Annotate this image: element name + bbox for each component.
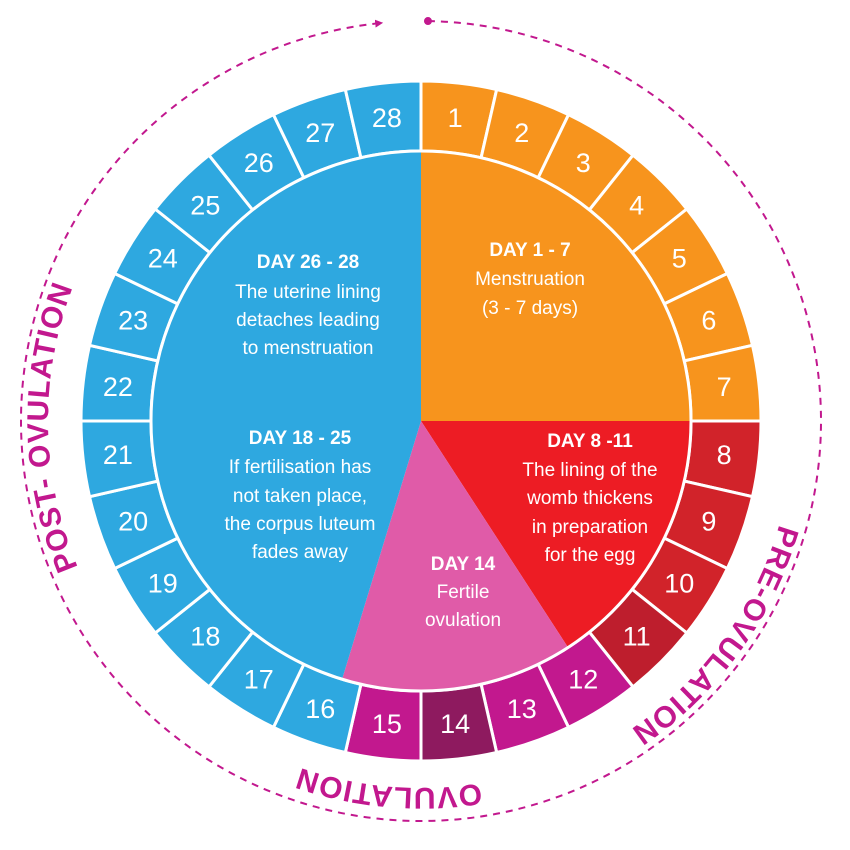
day-number: 12 (568, 664, 598, 694)
segment-line: womb thickens (526, 488, 653, 509)
segment-title: DAY 1 - 7 (489, 240, 570, 261)
segment-title: DAY 18 - 25 (249, 428, 352, 449)
segment-ovulation-text: DAY 14 Fertile ovulation (425, 554, 501, 631)
arc-start-dot (423, 17, 432, 26)
day-number: 3 (576, 148, 591, 178)
segment-title: DAY 26 - 28 (257, 252, 359, 273)
day-number: 24 (148, 244, 178, 274)
segment-post-ovulation-b-text: DAY 18 - 25 If fertilisation has not tak… (224, 428, 375, 563)
day-number: 18 (190, 622, 220, 652)
segment-line: for the egg (545, 545, 636, 566)
center-sectors (149, 149, 693, 693)
segment-line: detaches leading (236, 310, 380, 331)
sector-pre-ovulation (421, 421, 691, 648)
inner-rim (149, 149, 693, 693)
day-number: 7 (717, 372, 732, 402)
segment-line: ovulation (425, 610, 501, 631)
day-number: 21 (103, 440, 133, 470)
segment-pre-ovulation-text: DAY 8 -11 The lining of the womb thicken… (522, 431, 657, 566)
day-number: 8 (717, 440, 732, 470)
segment-title: DAY 14 (431, 554, 496, 575)
segment-line: in preparation (532, 517, 648, 538)
day-number: 25 (190, 190, 220, 220)
day-number: 20 (118, 507, 148, 537)
segment-line: to menstruation (243, 338, 374, 359)
day-number: 11 (623, 622, 651, 652)
day-number: 23 (118, 305, 148, 335)
day-number: 17 (244, 664, 274, 694)
day-number: 1 (448, 103, 463, 133)
day-number: 9 (701, 507, 716, 537)
day-number: 28 (372, 103, 402, 133)
day-number: 2 (514, 118, 529, 148)
day-number: 19 (148, 568, 178, 598)
segment-menstruation-text: DAY 1 - 7 Menstruation (3 - 7 days) (475, 240, 585, 319)
segment-line: fades away (252, 542, 349, 563)
day-number: 14 (440, 709, 470, 739)
phase-label-ovulation: OVULATION (292, 761, 484, 814)
phase-label-post-ovulation: POST- OVULATION (22, 278, 85, 577)
day-number: 16 (305, 694, 335, 724)
segment-line: The lining of the (522, 460, 657, 481)
segment-line: the corpus luteum (224, 514, 375, 535)
sector-post-ovulation (151, 151, 421, 680)
day-number: 26 (244, 148, 274, 178)
segment-line: (3 - 7 days) (482, 298, 578, 319)
segment-post-ovulation-a-text: DAY 26 - 28 The uterine lining detaches … (235, 252, 381, 359)
day-number: 10 (664, 568, 694, 598)
day-number: 4 (629, 190, 644, 220)
day-number: 13 (507, 694, 537, 724)
cycle-direction-arc (20, 17, 822, 822)
day-number: 5 (672, 244, 687, 274)
segment-line: The uterine lining (235, 282, 381, 303)
segment-line: Menstruation (475, 269, 585, 290)
day-number: 6 (701, 305, 716, 335)
sector-menstruation (421, 151, 691, 421)
segment-title: DAY 8 -11 (547, 431, 633, 452)
segment-line: not taken place, (233, 486, 367, 507)
day-number: 27 (305, 118, 335, 148)
segment-line: If fertilisation has (229, 457, 372, 478)
day-number: 22 (103, 372, 133, 402)
segment-line: Fertile (437, 582, 490, 603)
day-number: 15 (372, 709, 402, 739)
sector-ovulation (342, 421, 569, 691)
